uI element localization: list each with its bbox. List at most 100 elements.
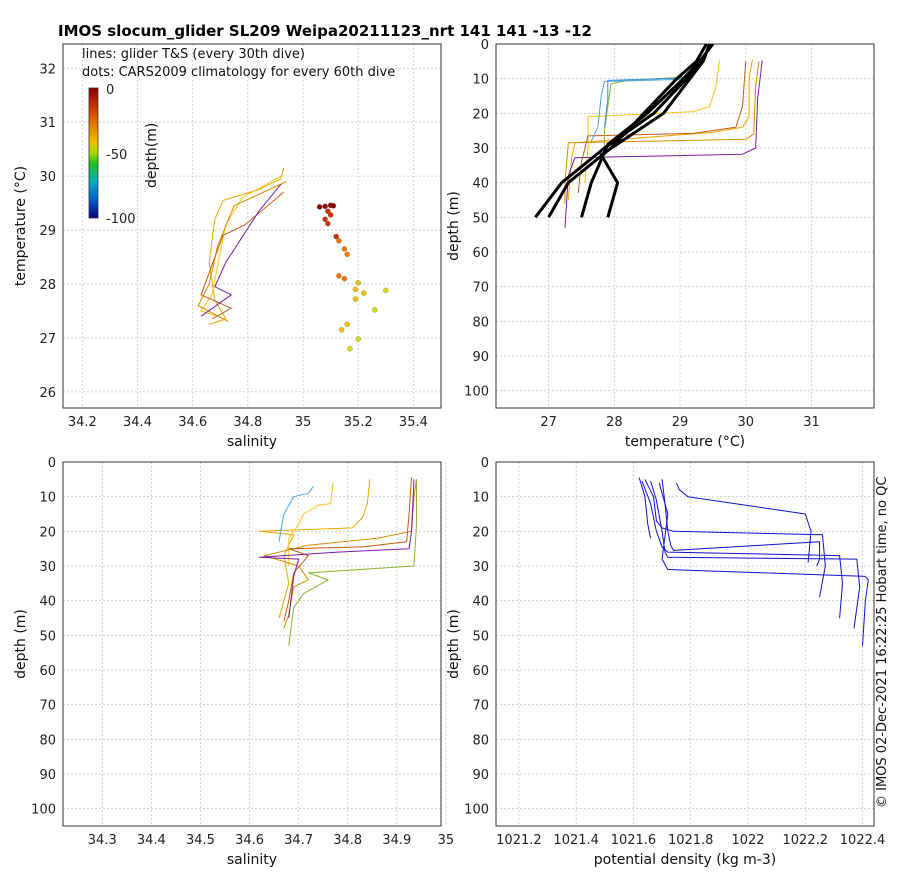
- y-tick-label: 0: [481, 38, 489, 53]
- depth-colorbar: [88, 87, 99, 219]
- x-tick-label: 34.7: [284, 833, 313, 848]
- climatology-dot: [352, 286, 359, 293]
- climatology-dot: [344, 321, 350, 328]
- plot-frame: [495, 43, 875, 409]
- climatology-dot: [322, 203, 328, 210]
- x-tick-label: 34.2: [68, 415, 97, 430]
- climatology-dot: [372, 307, 378, 313]
- x-tick-label: 35: [438, 833, 455, 848]
- series-line: [604, 77, 684, 128]
- plot-frame: [62, 43, 442, 409]
- y-tick-label: 31: [39, 116, 56, 131]
- x-tick-label: 34.6: [235, 833, 264, 848]
- x-tick-label: 34.3: [88, 833, 117, 848]
- climatology-dot: [333, 233, 339, 240]
- climatology-dot: [344, 251, 350, 258]
- y-tick-label: 60: [472, 664, 489, 679]
- climatology-dot: [322, 216, 328, 223]
- y-tick-label: 50: [39, 629, 56, 644]
- series-line: [200, 175, 282, 317]
- y-tick-label: 50: [472, 629, 489, 644]
- y-axis-label: temperature (°C): [13, 166, 29, 286]
- x-axis-label: potential density (kg m-3): [594, 852, 776, 868]
- climatology-dot: [341, 246, 348, 252]
- series-line: [288, 482, 334, 566]
- y-tick-label: 10: [472, 491, 489, 506]
- y-tick-label: 100: [31, 803, 56, 818]
- climatology-dot: [355, 336, 361, 342]
- y-tick-label: 40: [472, 595, 489, 610]
- climatology-dot: [336, 238, 342, 244]
- y-tick-label: 100: [464, 803, 489, 818]
- series-line: [288, 479, 417, 646]
- x-tick-label: 1021.6: [611, 833, 657, 848]
- x-tick-label: 1022.4: [840, 833, 886, 848]
- series-line: [200, 191, 285, 320]
- plot-area: [197, 167, 389, 352]
- plot-frame: [62, 461, 442, 827]
- series-line: [564, 60, 763, 228]
- y-tick-label: 10: [39, 491, 56, 506]
- x-tick-label: 35: [295, 415, 312, 430]
- climatology-dot: [338, 327, 345, 333]
- x-tick-label: 30: [738, 415, 755, 430]
- colorbar-tick-0: 0: [106, 83, 114, 98]
- x-tick-label: 34.9: [382, 833, 411, 848]
- x-tick-label: 35.4: [399, 415, 428, 430]
- series-line: [258, 479, 371, 619]
- y-tick-label: 40: [472, 177, 489, 192]
- series-line: [644, 479, 826, 598]
- y-tick-label: 10: [472, 73, 489, 88]
- y-tick-label: 30: [472, 142, 489, 157]
- series-line: [197, 181, 287, 323]
- climatology-dot: [325, 208, 331, 214]
- series-line: [641, 480, 843, 619]
- y-tick-label: 70: [472, 281, 489, 296]
- climatology-dot: [327, 212, 334, 218]
- x-tick-label: 34.8: [233, 415, 262, 430]
- series-line: [258, 479, 415, 619]
- y-tick-label: 30: [39, 170, 56, 185]
- colorbar-tick-50: -50: [106, 148, 127, 163]
- x-axis-label: salinity: [227, 434, 277, 450]
- climatology-dot: [383, 287, 389, 294]
- climatology-dot: [316, 204, 323, 210]
- temperature-depth-panel: 27 28 29 30 31 0 10 20 30 40 50 60 70 80 90 100 temperat…: [446, 38, 875, 450]
- y-tick-label: 90: [472, 768, 489, 783]
- y-tick-label: 40: [39, 595, 56, 610]
- y-tick-label: 20: [472, 107, 489, 122]
- x-axis-label: salinity: [227, 852, 277, 868]
- ts-diagram-panel: 34.2 34.4 34.6 34.8 35 35.2 35.4 26 27 28 29 30 31 32…: [13, 43, 442, 450]
- series-line: [650, 480, 861, 629]
- x-axis-label: temperature (°C): [625, 434, 745, 450]
- x-tick-label: 34.4: [137, 833, 166, 848]
- plot-area: [638, 477, 869, 646]
- salinity-depth-panel: 34.3 34.4 34.5 34.6 34.7 34.8 34.9 35 0 10 20 30 40 5…: [13, 456, 454, 868]
- x-tick-label: 31: [803, 415, 820, 430]
- series-line: [675, 482, 812, 563]
- y-tick-label: 32: [39, 62, 56, 77]
- climatology-dot: [355, 280, 361, 286]
- series-line: [661, 479, 821, 567]
- y-tick-label: 20: [472, 525, 489, 540]
- y-tick-label: 80: [472, 315, 489, 330]
- y-tick-label: 0: [48, 456, 56, 471]
- climatology-profile: [534, 44, 712, 219]
- climatology-dot: [352, 296, 359, 302]
- x-tick-label: 35.2: [344, 415, 373, 430]
- series-line: [278, 486, 314, 542]
- y-tick-label: 50: [472, 211, 489, 226]
- y-tick-label: 28: [39, 278, 56, 293]
- density-depth-panel: 1021.2 1021.4 1021.6 1021.8 1022 1022.2 1022.4…: [446, 456, 885, 868]
- figure-title: IMOS slocum_glider SL209 Weipa20211123_n…: [58, 22, 592, 40]
- y-tick-label: 80: [472, 733, 489, 748]
- y-tick-label: 26: [39, 386, 56, 401]
- x-tick-label: 27: [540, 415, 557, 430]
- series-line: [590, 78, 681, 142]
- y-tick-label: 30: [472, 560, 489, 575]
- plot-frame: [495, 461, 875, 827]
- y-tick-label: 20: [39, 525, 56, 540]
- climatology-dot: [336, 273, 342, 279]
- series-line: [638, 477, 652, 539]
- y-axis-label: depth (m): [446, 609, 462, 679]
